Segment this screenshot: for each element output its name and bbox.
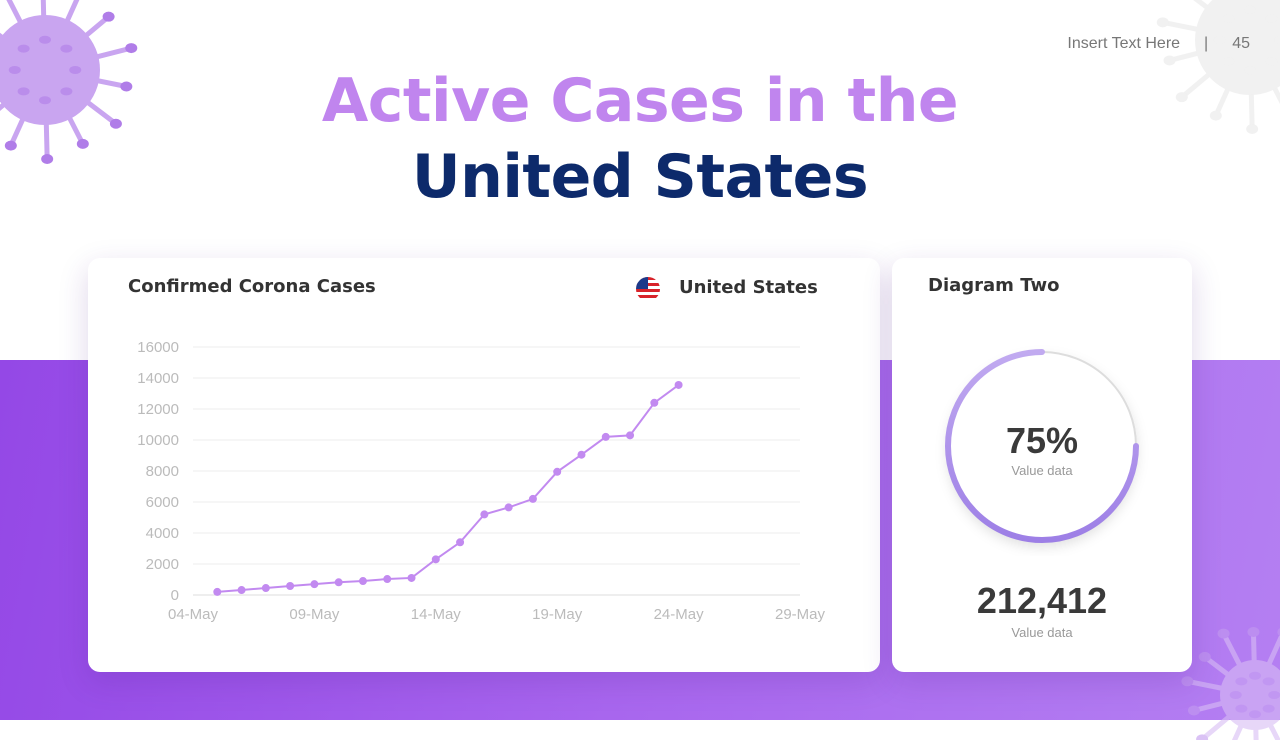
y-tick-label: 10000	[137, 432, 179, 449]
data-point	[408, 574, 416, 582]
percent-caption: Value data	[892, 463, 1192, 478]
x-tick-label: 24-May	[654, 606, 705, 623]
page-title-line2: United States	[0, 142, 1280, 212]
data-point	[286, 582, 294, 590]
data-point	[335, 578, 343, 586]
diagram-two-card: Diagram Two 75% Value data 212,412 Value…	[892, 258, 1192, 672]
x-tick-label: 09-May	[289, 606, 340, 623]
data-point	[505, 503, 513, 511]
y-tick-label: 6000	[146, 494, 179, 511]
y-tick-label: 0	[171, 587, 179, 604]
data-point	[359, 577, 367, 585]
line-chart: 0 2000 4000 6000 8000 10000 12000 14000 16000 04-…	[88, 258, 880, 672]
data-point	[262, 584, 270, 592]
page-title-line1: Active Cases in the	[0, 66, 1280, 136]
data-point	[310, 580, 318, 588]
data-point	[577, 451, 585, 459]
virus-illustration-icon	[1180, 620, 1280, 740]
data-point	[238, 586, 246, 594]
data-point	[553, 468, 561, 476]
series-line	[217, 385, 678, 592]
y-tick-label: 8000	[146, 463, 179, 480]
diagram-title: Diagram Two	[928, 275, 1059, 296]
x-tick-label: 19-May	[532, 606, 583, 623]
header-separator: |	[1204, 35, 1208, 53]
page-number: 45	[1232, 35, 1250, 53]
data-point	[480, 510, 488, 518]
data-point	[213, 588, 221, 596]
data-point	[432, 555, 440, 563]
header-text: Insert Text Here	[1067, 35, 1180, 53]
x-tick-label: 14-May	[411, 606, 462, 623]
data-point	[456, 538, 464, 546]
data-point	[529, 495, 537, 503]
total-value: 212,412	[892, 580, 1192, 622]
header-note: Insert Text Here | 45	[1067, 35, 1250, 53]
data-point	[675, 381, 683, 389]
data-point	[650, 399, 658, 407]
percent-value: 75%	[892, 420, 1192, 462]
data-point	[626, 431, 634, 439]
y-tick-label: 12000	[137, 401, 179, 418]
x-tick-label: 04-May	[168, 606, 219, 623]
x-tick-label: 29-May	[775, 606, 826, 623]
y-tick-label: 4000	[146, 525, 179, 542]
data-point	[383, 575, 391, 583]
data-point	[602, 433, 610, 441]
y-tick-label: 14000	[137, 370, 179, 387]
y-tick-label: 16000	[137, 339, 179, 356]
total-caption: Value data	[892, 625, 1192, 640]
y-tick-label: 2000	[146, 556, 179, 573]
